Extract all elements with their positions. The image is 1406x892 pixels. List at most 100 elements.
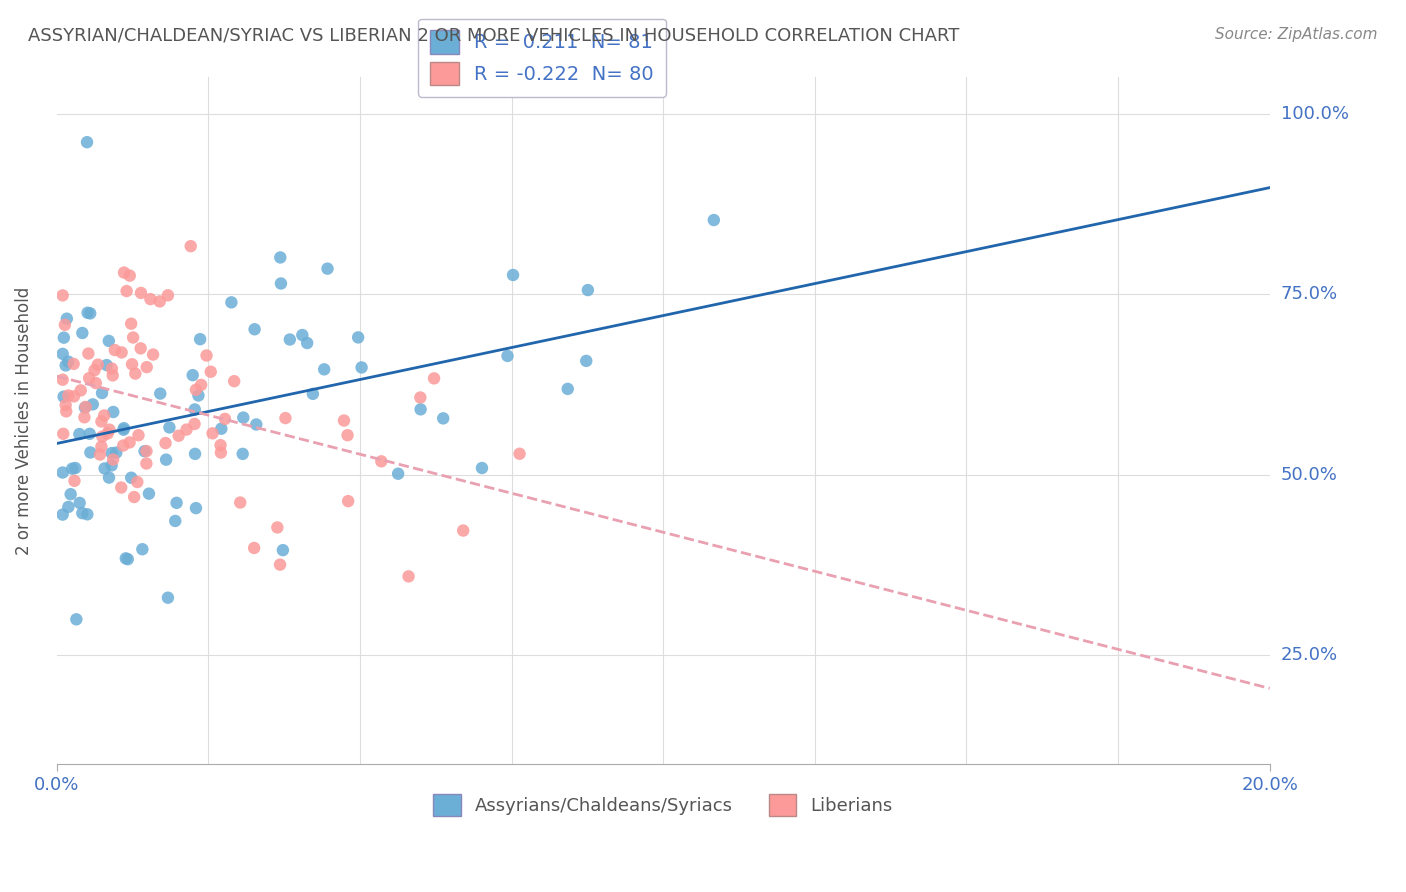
Point bbox=[52, 466, 75, 480]
Point bbox=[409, 402, 432, 417]
Point bbox=[112, 421, 135, 435]
Point bbox=[316, 261, 339, 276]
Point bbox=[52, 426, 75, 441]
Point bbox=[187, 388, 209, 402]
Point bbox=[62, 357, 84, 371]
Point bbox=[270, 277, 292, 291]
Point bbox=[104, 343, 127, 357]
Point bbox=[278, 333, 301, 347]
Point bbox=[127, 475, 149, 489]
Point bbox=[232, 410, 254, 425]
Text: ASSYRIAN/CHALDEAN/SYRIAC VS LIBERIAN 2 OR MORE VEHICLES IN HOUSEHOLD CORRELATION: ASSYRIAN/CHALDEAN/SYRIAC VS LIBERIAN 2 O… bbox=[28, 27, 959, 45]
Point bbox=[72, 326, 94, 340]
Point bbox=[101, 452, 124, 467]
Point bbox=[180, 239, 202, 253]
Point bbox=[52, 331, 75, 345]
Point bbox=[190, 378, 212, 392]
Y-axis label: 2 or more Vehicles in Household: 2 or more Vehicles in Household bbox=[15, 286, 32, 555]
Point bbox=[83, 363, 105, 377]
Point bbox=[89, 448, 111, 462]
Point bbox=[82, 397, 104, 411]
Point bbox=[134, 444, 156, 458]
Point bbox=[129, 285, 152, 300]
Point bbox=[135, 360, 157, 375]
Point bbox=[269, 558, 291, 572]
Text: 50.0%: 50.0% bbox=[1281, 466, 1337, 483]
Point bbox=[90, 440, 112, 454]
Point bbox=[232, 447, 254, 461]
Point bbox=[451, 524, 474, 538]
Point bbox=[295, 336, 318, 351]
Point bbox=[52, 288, 75, 302]
Point bbox=[90, 414, 112, 428]
Point bbox=[184, 501, 207, 516]
Point bbox=[56, 311, 79, 326]
Point bbox=[243, 322, 266, 336]
Point bbox=[184, 383, 207, 397]
Point bbox=[110, 481, 132, 495]
Point bbox=[274, 411, 297, 425]
Point bbox=[120, 317, 142, 331]
Point bbox=[59, 487, 82, 501]
Point bbox=[91, 386, 114, 401]
Point bbox=[91, 429, 114, 443]
Point bbox=[75, 400, 97, 414]
Point bbox=[157, 420, 180, 434]
Point bbox=[79, 306, 101, 320]
Point bbox=[135, 457, 157, 471]
Point bbox=[269, 251, 291, 265]
Point bbox=[370, 454, 392, 468]
Point bbox=[387, 467, 409, 481]
Point bbox=[93, 461, 115, 475]
Point bbox=[105, 445, 128, 459]
Point bbox=[115, 284, 138, 298]
Point bbox=[184, 402, 207, 417]
Text: 100.0%: 100.0% bbox=[1281, 104, 1348, 122]
Point bbox=[181, 368, 204, 383]
Point bbox=[52, 347, 75, 361]
Point bbox=[155, 436, 177, 450]
Point bbox=[87, 358, 110, 372]
Point bbox=[117, 552, 139, 566]
Point bbox=[557, 382, 579, 396]
Point bbox=[245, 417, 267, 432]
Point bbox=[156, 288, 179, 302]
Point bbox=[209, 445, 232, 459]
Point bbox=[221, 295, 243, 310]
Point bbox=[432, 411, 454, 425]
Point bbox=[63, 389, 86, 403]
Point bbox=[97, 426, 120, 441]
Point bbox=[124, 367, 146, 381]
Point bbox=[69, 496, 91, 510]
Point bbox=[184, 447, 207, 461]
Point bbox=[314, 362, 336, 376]
Point bbox=[333, 413, 356, 427]
Point bbox=[98, 470, 121, 484]
Point bbox=[112, 438, 135, 452]
Point bbox=[101, 361, 124, 376]
Point bbox=[209, 422, 232, 436]
Point bbox=[100, 458, 122, 473]
Point bbox=[65, 612, 87, 626]
Point bbox=[266, 520, 288, 534]
Point bbox=[229, 495, 252, 509]
Point bbox=[55, 398, 77, 412]
Point bbox=[127, 428, 149, 442]
Point bbox=[114, 551, 136, 566]
Point bbox=[409, 391, 432, 405]
Point bbox=[183, 417, 205, 431]
Point bbox=[52, 390, 75, 404]
Point bbox=[195, 349, 218, 363]
Point bbox=[79, 426, 101, 441]
Point bbox=[58, 388, 80, 402]
Point bbox=[55, 359, 77, 373]
Point bbox=[72, 506, 94, 520]
Point bbox=[53, 318, 76, 332]
Point bbox=[120, 471, 142, 485]
Point bbox=[302, 387, 325, 401]
Point bbox=[52, 373, 75, 387]
Point bbox=[55, 404, 77, 418]
Text: Source: ZipAtlas.com: Source: ZipAtlas.com bbox=[1215, 27, 1378, 42]
Point bbox=[350, 360, 373, 375]
Point bbox=[58, 500, 80, 514]
